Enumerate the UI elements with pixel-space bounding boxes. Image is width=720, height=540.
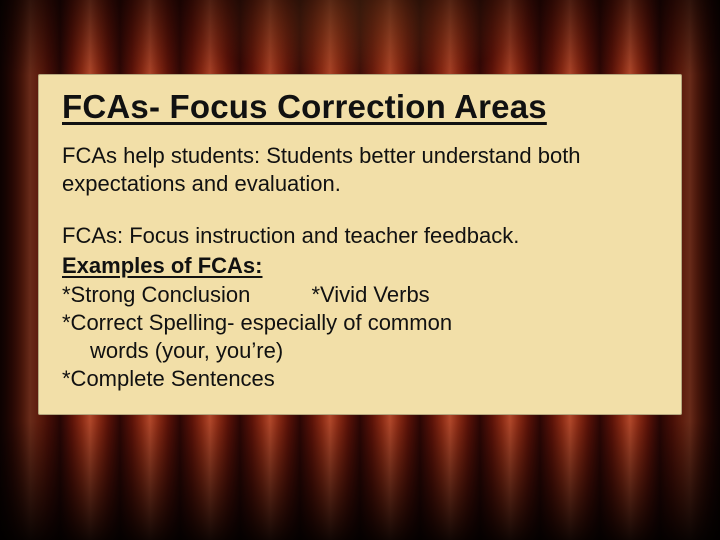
slide: FCAs- Focus Correction Areas FCAs help s… — [0, 0, 720, 540]
slide-body: FCAs help students: Students better unde… — [62, 142, 658, 393]
examples-line-2b: words (your, you’re) — [62, 337, 658, 365]
content-panel: FCAs- Focus Correction Areas FCAs help s… — [38, 74, 682, 415]
paragraph-2: FCAs: Focus instruction and teacher feed… — [62, 222, 658, 250]
paragraph-1: FCAs help students: Students better unde… — [62, 142, 658, 198]
examples-line-2a: *Correct Spelling- especially of common — [62, 309, 658, 337]
slide-title: FCAs- Focus Correction Areas — [62, 88, 658, 126]
examples-heading: Examples of FCAs: — [62, 253, 263, 278]
examples-block: Examples of FCAs: *Strong Conclusion *Vi… — [62, 252, 658, 393]
examples-row-1: *Strong Conclusion *Vivid Verbs — [62, 281, 658, 309]
examples-line-3: *Complete Sentences — [62, 365, 658, 393]
